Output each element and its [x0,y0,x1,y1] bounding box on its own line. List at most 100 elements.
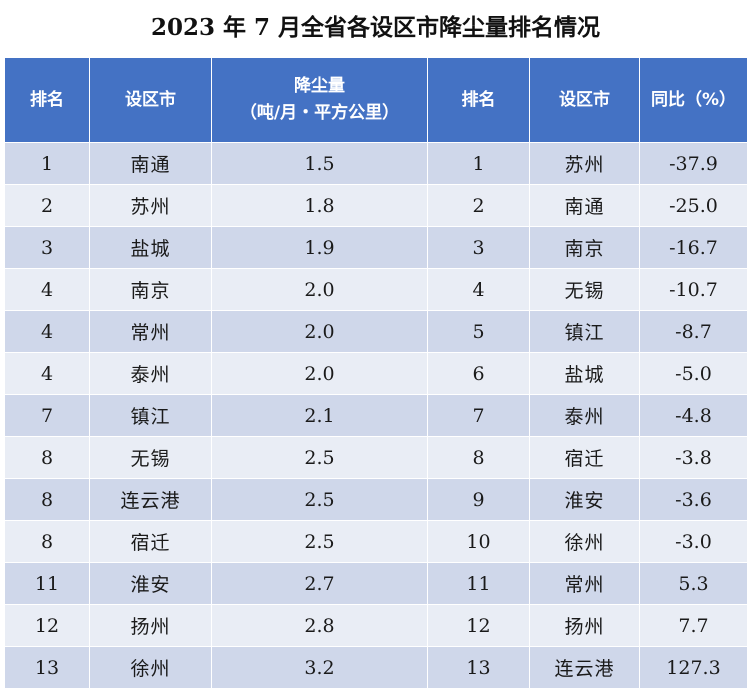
yoy-cell: -25.0 [639,184,748,227]
city2-cell: 苏州 [529,142,640,185]
city-cell: 宿迁 [89,520,212,563]
table-row: 4 南京 2.0 4 无锡 -10.7 [4,268,748,311]
rank-cell: 11 [4,562,90,605]
table-row: 3 盐城 1.9 3 南京 -16.7 [4,226,748,269]
table-row: 4 泰州 2.0 6 盐城 -5.0 [4,352,748,395]
rank-cell: 7 [4,394,90,437]
yoy-cell: -5.0 [639,352,748,395]
yoy-cell: 7.7 [639,604,748,647]
yoy-cell: -16.7 [639,226,748,269]
rank2-cell: 8 [427,436,530,479]
yoy-cell: -3.8 [639,436,748,479]
dust-cell: 1.5 [211,142,428,185]
rank2-cell: 7 [427,394,530,437]
dust-cell: 2.5 [211,436,428,479]
header-city-left: 设区市 [89,57,212,143]
rank-cell: 4 [4,352,90,395]
rank-cell: 4 [4,310,90,353]
header-dust-line1: 降尘量 [294,76,345,96]
rank2-cell: 9 [427,478,530,521]
city2-cell: 南京 [529,226,640,269]
rank2-cell: 1 [427,142,530,185]
header-city-right: 设区市 [529,57,640,143]
yoy-cell: -37.9 [639,142,748,185]
dust-ranking-table: 排名 设区市 降尘量 （吨/月・平方公里） 排名 设区市 同比（%） 1 南通 … [4,57,748,689]
yoy-cell: -3.6 [639,478,748,521]
city-cell: 盐城 [89,226,212,269]
yoy-cell: -4.8 [639,394,748,437]
city-cell: 泰州 [89,352,212,395]
header-row: 排名 设区市 降尘量 （吨/月・平方公里） 排名 设区市 同比（%） [4,57,748,143]
table-row: 1 南通 1.5 1 苏州 -37.9 [4,142,748,185]
dust-cell: 2.5 [211,520,428,563]
dust-cell: 1.9 [211,226,428,269]
city-cell: 扬州 [89,604,212,647]
rank-cell: 8 [4,436,90,479]
dust-cell: 2.5 [211,478,428,521]
rank2-cell: 12 [427,604,530,647]
table-row: 7 镇江 2.1 7 泰州 -4.8 [4,394,748,437]
city2-cell: 镇江 [529,310,640,353]
table-row: 13 徐州 3.2 13 连云港 127.3 [4,646,748,689]
rank2-cell: 4 [427,268,530,311]
page-title: 2023 年 7 月全省各设区市降尘量排名情况 [150,14,601,41]
dust-cell: 2.0 [211,352,428,395]
rank-cell: 1 [4,142,90,185]
dust-cell: 3.2 [211,646,428,689]
city2-cell: 徐州 [529,520,640,563]
yoy-cell: -10.7 [639,268,748,311]
city-cell: 徐州 [89,646,212,689]
city2-cell: 盐城 [529,352,640,395]
rank-cell: 8 [4,478,90,521]
rank-cell: 13 [4,646,90,689]
table-row: 8 连云港 2.5 9 淮安 -3.6 [4,478,748,521]
city2-cell: 常州 [529,562,640,605]
table-row: 11 淮安 2.7 11 常州 5.3 [4,562,748,605]
rank2-cell: 13 [427,646,530,689]
city-cell: 无锡 [89,436,212,479]
city-cell: 镇江 [89,394,212,437]
city-cell: 连云港 [89,478,212,521]
rank-cell: 4 [4,268,90,311]
rank2-cell: 3 [427,226,530,269]
header-rank-right: 排名 [427,57,530,143]
rank2-cell: 10 [427,520,530,563]
table-body: 1 南通 1.5 1 苏州 -37.9 2 苏州 1.8 2 南通 -25.0 … [4,142,748,689]
header-dust: 降尘量 （吨/月・平方公里） [211,57,428,143]
rank2-cell: 5 [427,310,530,353]
city2-cell: 宿迁 [529,436,640,479]
table-row: 8 无锡 2.5 8 宿迁 -3.8 [4,436,748,479]
rank2-cell: 11 [427,562,530,605]
city-cell: 南京 [89,268,212,311]
header-dust-line2: （吨/月・平方公里） [239,103,400,123]
dust-cell: 2.1 [211,394,428,437]
rank-cell: 2 [4,184,90,227]
city2-cell: 泰州 [529,394,640,437]
city-cell: 南通 [89,142,212,185]
yoy-cell: -8.7 [639,310,748,353]
rank-cell: 8 [4,520,90,563]
dust-cell: 1.8 [211,184,428,227]
dust-cell: 2.0 [211,268,428,311]
table-row: 8 宿迁 2.5 10 徐州 -3.0 [4,520,748,563]
rank2-cell: 6 [427,352,530,395]
dust-cell: 2.8 [211,604,428,647]
city-cell: 淮安 [89,562,212,605]
city2-cell: 连云港 [529,646,640,689]
dust-cell: 2.0 [211,310,428,353]
table-row: 12 扬州 2.8 12 扬州 7.7 [4,604,748,647]
yoy-cell: -3.0 [639,520,748,563]
yoy-cell: 5.3 [639,562,748,605]
header-yoy: 同比（%） [639,57,748,143]
city-cell: 常州 [89,310,212,353]
city2-cell: 淮安 [529,478,640,521]
city2-cell: 无锡 [529,268,640,311]
table-row: 2 苏州 1.8 2 南通 -25.0 [4,184,748,227]
rank-cell: 12 [4,604,90,647]
rank-cell: 3 [4,226,90,269]
header-rank-left: 排名 [4,57,90,143]
city2-cell: 扬州 [529,604,640,647]
dust-cell: 2.7 [211,562,428,605]
table-row: 4 常州 2.0 5 镇江 -8.7 [4,310,748,353]
city-cell: 苏州 [89,184,212,227]
